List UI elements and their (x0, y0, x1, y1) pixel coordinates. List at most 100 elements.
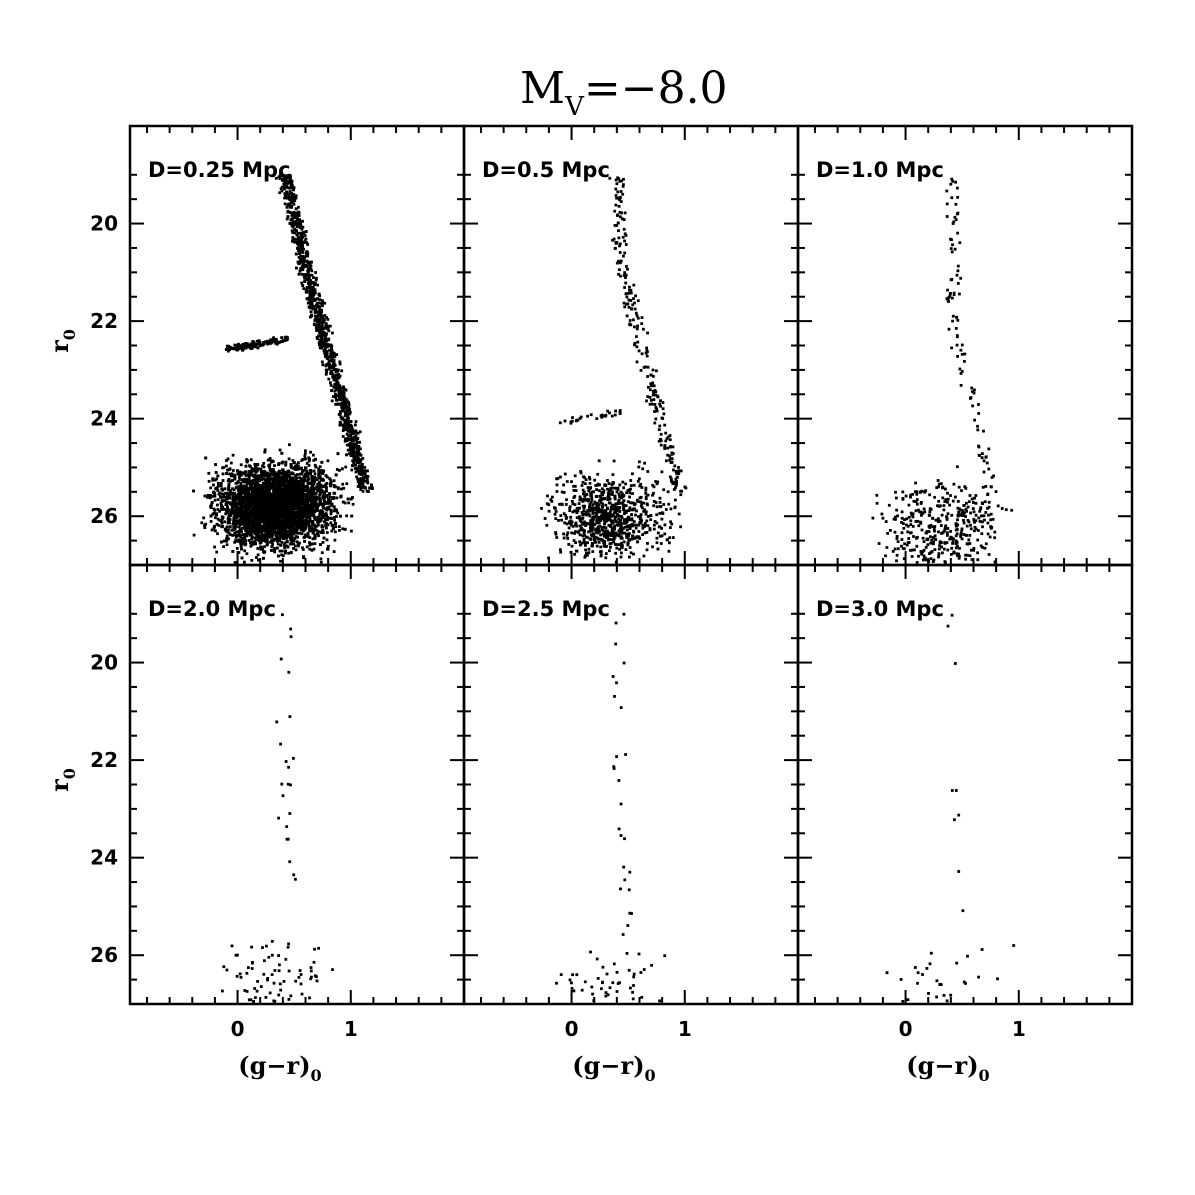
data-point (360, 464, 364, 468)
data-point (324, 372, 328, 376)
data-point (268, 465, 271, 469)
data-point (337, 525, 341, 528)
data-point (279, 543, 283, 547)
data-point (294, 544, 297, 548)
data-point (298, 476, 301, 480)
data-point (250, 537, 253, 541)
data-point (341, 527, 345, 531)
data-point (306, 271, 310, 274)
data-point (305, 290, 309, 294)
data-point (225, 537, 229, 541)
data-point (324, 333, 328, 337)
data-point (349, 453, 353, 457)
data-point (276, 476, 280, 479)
data-point (297, 522, 301, 525)
data-point (305, 474, 308, 478)
data-point (305, 241, 309, 245)
data-point (299, 479, 303, 482)
data-point (332, 527, 335, 530)
data-point (295, 463, 299, 466)
figure-title: MV=−8.0 (520, 63, 728, 122)
data-point (294, 515, 298, 518)
data-point (325, 356, 329, 360)
data-point (286, 516, 290, 520)
data-point (268, 500, 271, 504)
data-point (243, 342, 247, 345)
data-point (307, 286, 310, 289)
data-point (282, 182, 286, 186)
data-point (256, 487, 259, 491)
data-point (232, 516, 236, 519)
data-point (243, 560, 246, 564)
data-point (287, 192, 290, 196)
data-point (322, 469, 325, 473)
data-point (314, 282, 317, 285)
data-point (225, 344, 229, 348)
data-point (294, 480, 298, 484)
data-point (271, 521, 275, 525)
data-point (287, 202, 291, 206)
data-point (336, 381, 340, 385)
data-point (227, 478, 231, 481)
data-point (294, 252, 298, 256)
data-point (307, 522, 310, 525)
data-point (318, 343, 321, 347)
data-point (315, 485, 318, 489)
data-point (294, 548, 298, 552)
data-point (346, 448, 350, 452)
data-point (279, 494, 283, 498)
data-point (344, 418, 347, 422)
data-point (351, 502, 355, 506)
data-point (307, 305, 311, 309)
data-point (213, 494, 217, 498)
data-point (224, 503, 228, 506)
data-point (304, 237, 308, 241)
data-point (252, 517, 256, 521)
data-point (292, 511, 296, 515)
data-point (292, 224, 295, 227)
data-point (290, 482, 294, 485)
data-point (320, 551, 324, 555)
data-point (278, 536, 282, 540)
data-point (278, 177, 282, 180)
data-point (341, 435, 345, 438)
data-point (204, 522, 208, 526)
data-point (319, 486, 323, 489)
data-point (311, 531, 315, 535)
data-point (329, 478, 333, 482)
data-point (343, 397, 347, 401)
data-point (284, 181, 287, 185)
data-point (217, 492, 221, 496)
data-point (366, 469, 369, 473)
data-point (216, 508, 220, 511)
data-point (312, 527, 315, 531)
data-point (292, 529, 296, 533)
data-point (298, 218, 301, 221)
data-point (216, 498, 220, 501)
data-point (281, 472, 285, 476)
data-point (286, 506, 289, 510)
data-point (295, 229, 298, 233)
data-point (351, 427, 354, 431)
data-point (233, 526, 237, 530)
data-point (262, 341, 265, 345)
data-point (302, 500, 306, 504)
data-point (308, 543, 312, 547)
data-point (281, 483, 284, 487)
data-point (308, 293, 312, 296)
data-point (313, 498, 316, 502)
data-point (308, 536, 312, 539)
data-point (254, 536, 257, 540)
data-point (335, 468, 339, 471)
data-point (313, 319, 317, 322)
data-point (317, 472, 321, 476)
data-point (277, 175, 281, 179)
data-point (234, 500, 237, 503)
data-point (291, 222, 295, 226)
data-point (274, 176, 278, 180)
data-point (212, 507, 216, 511)
data-point (288, 443, 291, 447)
data-point (324, 523, 327, 527)
data-point (298, 531, 301, 535)
data-point (285, 176, 288, 180)
